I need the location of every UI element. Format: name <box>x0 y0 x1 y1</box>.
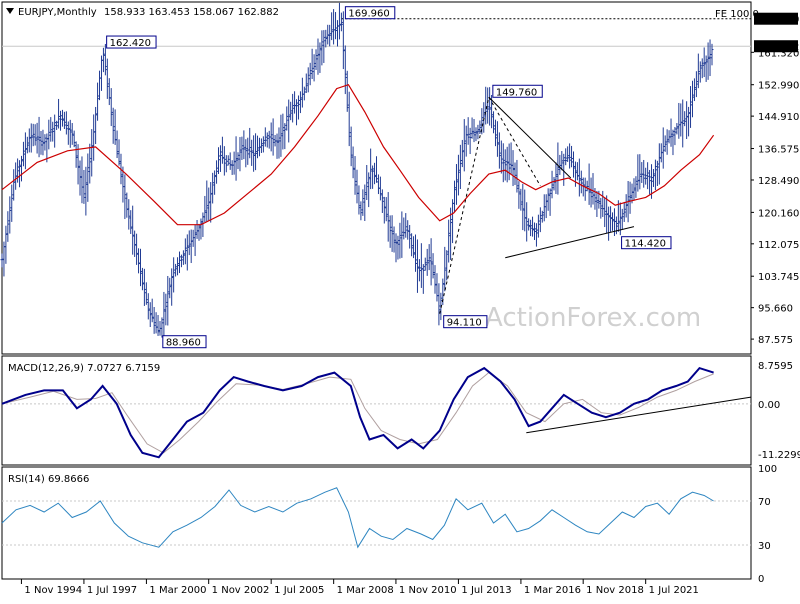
macd-trendline <box>526 396 752 434</box>
x-tick-label: 1 Jul 2013 <box>461 585 511 596</box>
macd-signal-line <box>1 371 714 454</box>
fe-level-box <box>754 12 798 25</box>
y-tick-label: 136.575 <box>758 145 799 156</box>
x-tick-label: 1 Nov 2010 <box>399 585 457 596</box>
price-panel-frame <box>1 1 752 355</box>
x-tick-label: 1 Mar 2000 <box>149 585 206 596</box>
watermark: ActionForex.com <box>485 303 701 333</box>
rsi-label: RSI(14) 69.8666 <box>8 474 89 485</box>
price-annotation-box <box>443 315 488 329</box>
y-tick-label: 152.990 <box>758 81 799 92</box>
dropdown-triangle-icon[interactable] <box>6 8 14 14</box>
rsi-y-tick-label: 0 <box>758 574 764 585</box>
x-tick-label: 1 Jul 2005 <box>274 585 324 596</box>
symbol-label: EURJPY,Monthly <box>18 7 97 18</box>
price-annotation-box <box>162 335 207 349</box>
price-annotation-label: 94.110 <box>447 318 482 329</box>
annotation-layer: 162.420 88.960 169.960 94.110 149.760 114.420 <box>106 6 672 349</box>
fe-level-label: 169.960 <box>758 15 799 26</box>
x-tick-label: 1 Nov 1994 <box>24 585 82 596</box>
rsi-line <box>1 487 714 549</box>
y-tick-label: 144.910 <box>758 112 799 123</box>
macd-panel-frame <box>1 355 752 466</box>
x-tick-label: 1 Jul 1997 <box>87 585 137 596</box>
fib-dashed-line <box>488 97 541 187</box>
fe-label: FE 100.0 <box>715 9 759 20</box>
rsi-y-tick-label: 70 <box>758 497 771 508</box>
y-tick-label: 87.575 <box>758 335 793 346</box>
indicator-lines <box>1 83 752 549</box>
moving-average-line <box>1 83 715 226</box>
price-annotation-label: 169.960 <box>348 9 389 20</box>
price-annotation-label: 162.420 <box>110 38 151 49</box>
price-annotation-box <box>492 84 543 98</box>
macd-label: MACD(12,26,9) 7.0727 6.7159 <box>8 363 160 374</box>
grid-layer <box>2 18 751 546</box>
macd-y-tick-label: 0.00 <box>758 400 780 411</box>
y-tick-label: 120.160 <box>758 208 799 219</box>
x-tick-label: 1 Nov 2002 <box>212 585 270 596</box>
x-tick-label: 1 Jul 2021 <box>649 585 699 596</box>
trendline <box>505 226 635 259</box>
macd-y-tick-label: -11.2299 <box>758 450 800 461</box>
axis-layer: 1 Nov 1994 1 Jul 1997 1 Mar 2000 1 Nov 2002… <box>20 12 800 596</box>
macd-line <box>1 366 714 459</box>
x-tick-label: 1 Mar 2008 <box>337 585 394 596</box>
ohlc-values: 158.933 163.453 158.067 162.882 <box>104 7 279 18</box>
rsi-y-tick-label: 30 <box>758 541 771 552</box>
rsi-y-tick-label: 100 <box>758 464 777 475</box>
trendline <box>488 96 572 179</box>
price-bars <box>0 2 714 338</box>
price-annotation-box <box>106 35 157 49</box>
x-tick-label: 1 Mar 2016 <box>524 585 581 596</box>
y-tick-label: 95.660 <box>758 304 793 315</box>
price-annotation-label: 149.760 <box>496 87 537 98</box>
price-annotation-box <box>621 236 672 250</box>
price-annotation-box <box>344 6 396 20</box>
y-tick-label: 103.745 <box>758 272 799 283</box>
current-price-box <box>754 40 798 53</box>
x-tick-label: 1 Nov 2018 <box>586 585 644 596</box>
y-tick-label: 112.075 <box>758 240 799 251</box>
macd-y-tick-label: 8.7595 <box>758 361 793 372</box>
fib-dashed-line <box>439 97 490 314</box>
y-tick-label: 128.490 <box>758 176 799 187</box>
current-price-label: 162.882 <box>758 42 799 53</box>
price-annotation-label: 88.960 <box>166 338 201 349</box>
price-annotation-label: 114.420 <box>625 239 666 250</box>
y-tick-label: 161.320 <box>758 48 799 59</box>
